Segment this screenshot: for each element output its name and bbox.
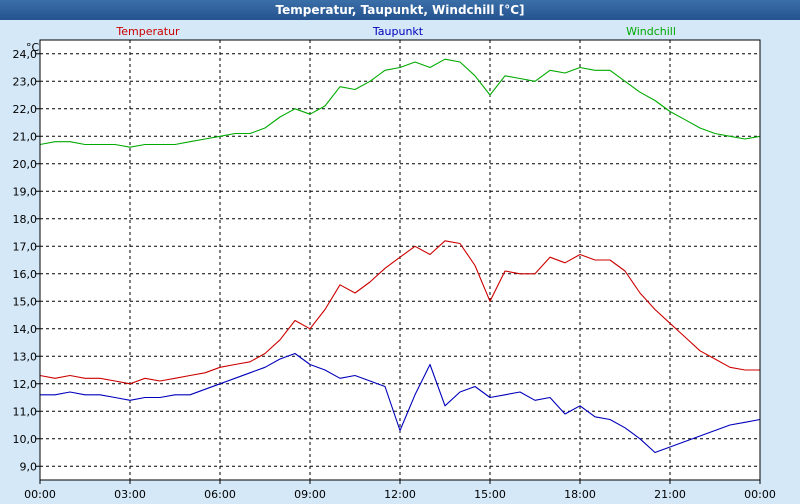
x-tick-time-label: 00:00 [744,488,776,500]
y-tick-label: 20,0 [13,158,38,171]
chart-title: Temperatur, Taupunkt, Windchill [°C] [0,0,800,20]
y-tick-label: 22,0 [13,103,38,116]
y-tick-label: 16,0 [13,268,38,281]
legend-entry-taupunkt: Taupunkt [372,25,424,38]
y-tick-label: 24,0 [13,48,38,61]
x-tick-time-label: 12:00 [384,488,416,500]
legend-entry-temperatur: Temperatur [115,25,180,38]
y-tick-label: 18,0 [13,213,38,226]
x-axis: 00:0030.05.2403:0030.05.2406:0030.05.240… [24,480,776,501]
y-tick-label: 12,0 [13,378,38,391]
y-tick-label: 13,0 [13,350,38,363]
grid [40,40,760,480]
y-tick-label: 15,0 [13,295,38,308]
y-tick-label: 23,0 [13,75,38,88]
chart: 9,0 10,0 11,0 12,0 13,0 14,0 15,0 16,0 17,0 18,0 1… [13,25,776,501]
y-tick-label: 17,0 [13,240,38,253]
x-tick-time-label: 00:00 [24,488,56,500]
y-tick-label: 19,0 [13,185,38,198]
series-line-temperatur [39,240,760,385]
y-tick-label: 11,0 [13,405,38,418]
x-tick-time-label: 03:00 [114,488,146,500]
x-tick-time-label: 21:00 [654,488,686,500]
series-layer [39,58,761,454]
y-axis: 9,0 10,0 11,0 12,0 13,0 14,0 15,0 16,0 17,0 18,0 1… [13,48,40,473]
x-tick-time-label: 06:00 [204,488,236,500]
legend: Temperatur Taupunkt Windchill [115,25,676,38]
y-tick-label: 10,0 [13,433,38,446]
x-tick-time-label: 15:00 [474,488,506,500]
series-line-taupunkt [40,352,761,454]
chart-area: 9,0 10,0 11,0 12,0 13,0 14,0 15,0 16,0 17,0 18,0 1… [0,20,800,501]
y-axis-unit-label: °C [26,41,40,54]
x-tick-time-label: 09:00 [294,488,326,500]
legend-entry-windchill: Windchill [626,25,676,38]
y-tick-label: 9,0 [20,460,38,473]
x-tick-time-label: 18:00 [564,488,596,500]
series-line-windchill [39,58,761,148]
y-tick-label: 21,0 [13,130,38,143]
y-tick-label: 14,0 [13,323,38,336]
